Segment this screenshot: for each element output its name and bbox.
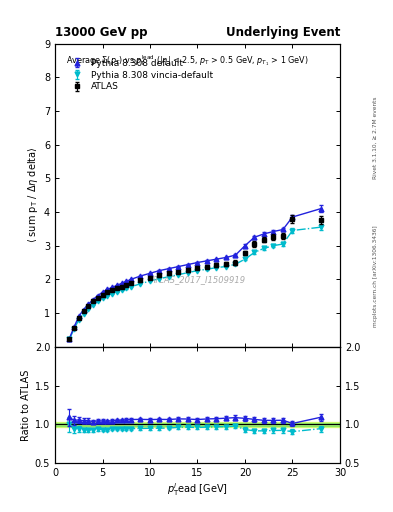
Text: Average $\Sigma(p_\mathrm{T})$ vs $p_\mathrm{T}^\mathrm{lead}$ ($|\eta|$ < 2.5, : Average $\Sigma(p_\mathrm{T})$ vs $p_\ma… xyxy=(66,53,309,68)
Text: mcplots.cern.ch [arXiv:1306.3436]: mcplots.cern.ch [arXiv:1306.3436] xyxy=(373,226,378,327)
Bar xyxy=(55,422,340,427)
Y-axis label: $\langle$ sum p$_\mathrm{T}$ / $\Delta\eta$ delta$\rangle$: $\langle$ sum p$_\mathrm{T}$ / $\Delta\e… xyxy=(26,147,40,243)
Legend: Pythia 8.308 default, Pythia 8.308 vincia-default, ATLAS: Pythia 8.308 default, Pythia 8.308 vinci… xyxy=(65,57,215,93)
Text: Underlying Event: Underlying Event xyxy=(226,27,340,39)
Y-axis label: Ratio to ATLAS: Ratio to ATLAS xyxy=(20,369,31,441)
Bar xyxy=(55,423,340,425)
Text: Rivet 3.1.10, ≥ 2.7M events: Rivet 3.1.10, ≥ 2.7M events xyxy=(373,97,378,180)
X-axis label: $p_\mathrm{T}^l$ead [GeV]: $p_\mathrm{T}^l$ead [GeV] xyxy=(167,481,228,498)
Text: 13000 GeV pp: 13000 GeV pp xyxy=(55,27,147,39)
Text: ATLAS_2017_I1509919: ATLAS_2017_I1509919 xyxy=(149,275,246,285)
